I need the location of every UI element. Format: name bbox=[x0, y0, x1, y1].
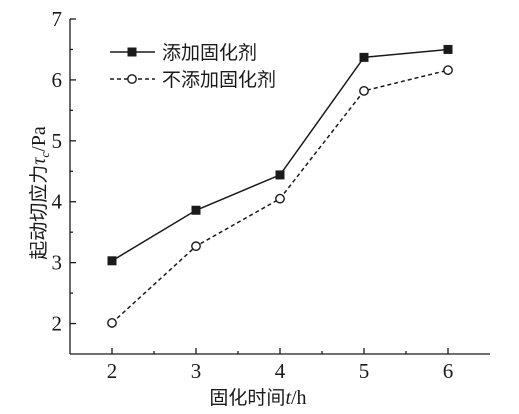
y-axis-title-unit: /Pa bbox=[28, 126, 50, 152]
y-tick-label-5: 5 bbox=[52, 129, 63, 153]
legend-swatch-marker-1 bbox=[127, 47, 137, 57]
y-axis-title: 起动切应力τc/Pa bbox=[28, 126, 52, 260]
series-2 bbox=[107, 65, 453, 328]
x-axis-title: 固化时间t/h bbox=[209, 387, 306, 409]
legend-item-1: 添加固化剂 bbox=[110, 42, 257, 64]
legend-swatch-marker-2 bbox=[127, 74, 137, 84]
series-2-point-2 bbox=[107, 318, 117, 328]
series-1-point-6 bbox=[443, 44, 453, 54]
series-2-point-5 bbox=[359, 85, 369, 96]
series-1 bbox=[107, 44, 453, 266]
legend-label-1: 添加固化剂 bbox=[162, 42, 257, 64]
x-axis-title-main: 固化时间 bbox=[209, 387, 285, 409]
y-axis-title-var: τ bbox=[28, 157, 50, 165]
chart-axes: 2 3 4 5 6 7 2 3 4 5 6 bbox=[52, 7, 490, 383]
series-1-point-2 bbox=[107, 256, 117, 266]
legend-label-2: 不添加固化剂 bbox=[162, 69, 276, 91]
y-tick-label-6: 6 bbox=[52, 68, 63, 92]
y-tick-label-7: 7 bbox=[52, 7, 63, 31]
x-tick-label-6: 6 bbox=[443, 359, 454, 383]
x-tick-label-2: 2 bbox=[107, 359, 118, 383]
series-1-point-3 bbox=[191, 205, 201, 215]
y-axis-title-main: 起动切应力 bbox=[28, 165, 50, 260]
y-tick-label-3: 3 bbox=[52, 251, 63, 275]
x-tick-label-3: 3 bbox=[191, 359, 202, 383]
x-axis-title-unit: /h bbox=[291, 387, 307, 409]
x-tick-label-4: 4 bbox=[275, 359, 286, 383]
x-tick-label-5: 5 bbox=[359, 359, 370, 383]
y-tick-label-4: 4 bbox=[52, 190, 63, 214]
chart-series bbox=[107, 44, 453, 328]
series-1-point-5 bbox=[359, 52, 369, 62]
series-2-point-4 bbox=[275, 193, 285, 204]
series-1-point-4 bbox=[275, 170, 285, 180]
y-tick-label-2: 2 bbox=[52, 312, 63, 336]
x-axis-title-var: t bbox=[285, 387, 291, 409]
legend-item-2: 不添加固化剂 bbox=[110, 69, 276, 91]
series-2-point-3 bbox=[191, 241, 201, 252]
series-2-point-6 bbox=[443, 65, 453, 76]
y-axis-title-sub: c bbox=[37, 152, 52, 158]
